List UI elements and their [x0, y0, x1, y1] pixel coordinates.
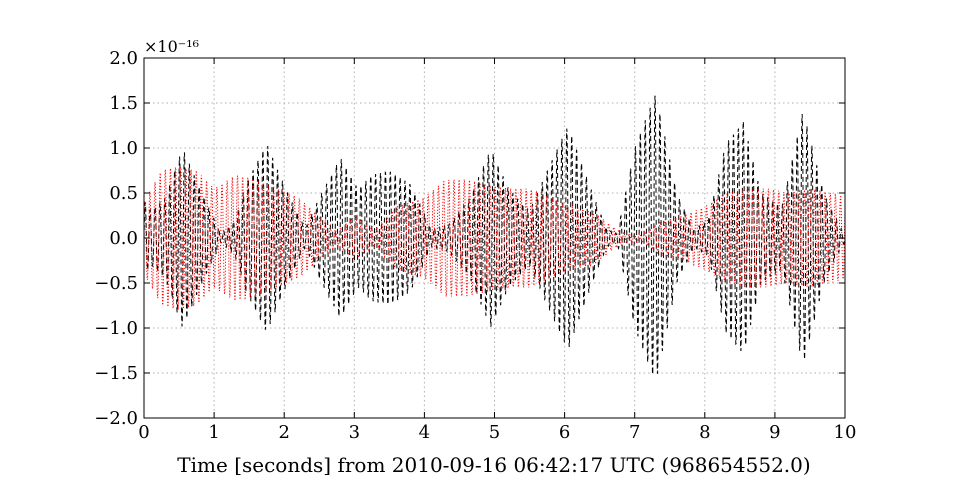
x-tick-label: 4	[419, 422, 430, 443]
x-tick-label: 1	[208, 422, 219, 443]
series-line-red	[143, 166, 846, 310]
y-tick-label: −1.0	[94, 318, 138, 339]
x-tick-label: 0	[138, 422, 149, 443]
plot-area	[143, 95, 846, 375]
x-tick-label: 6	[559, 422, 570, 443]
x-axis: 0 1 2 3 4 5 6 7 8 9 10	[138, 58, 856, 443]
y-exponent-label: ×10⁻¹⁶	[144, 37, 199, 56]
y-tick-label: 1.5	[109, 93, 138, 114]
y-tick-label: 1.0	[109, 138, 138, 159]
x-tick-label: 9	[769, 422, 780, 443]
x-tick-label: 2	[278, 422, 289, 443]
series-line-black	[143, 95, 846, 375]
x-tick-label: 3	[349, 422, 360, 443]
y-axis: −2.0 −1.5 −1.0 −0.5 0.0 0.5 1.0 1.5 2.0	[94, 48, 845, 429]
y-tick-label: −2.0	[94, 408, 138, 429]
x-tick-label: 5	[489, 422, 500, 443]
x-tick-label: 7	[629, 422, 640, 443]
y-tick-label: 0.5	[109, 183, 138, 204]
x-tick-label: 8	[699, 422, 710, 443]
x-axis-label: Time [seconds] from 2010-09-16 06:42:17 …	[177, 453, 810, 477]
y-tick-label: −1.5	[94, 363, 138, 384]
y-tick-label: −0.5	[94, 273, 138, 294]
y-tick-label: 0.0	[109, 228, 138, 249]
y-tick-label: 2.0	[109, 48, 138, 69]
x-tick-label: 10	[834, 422, 857, 443]
